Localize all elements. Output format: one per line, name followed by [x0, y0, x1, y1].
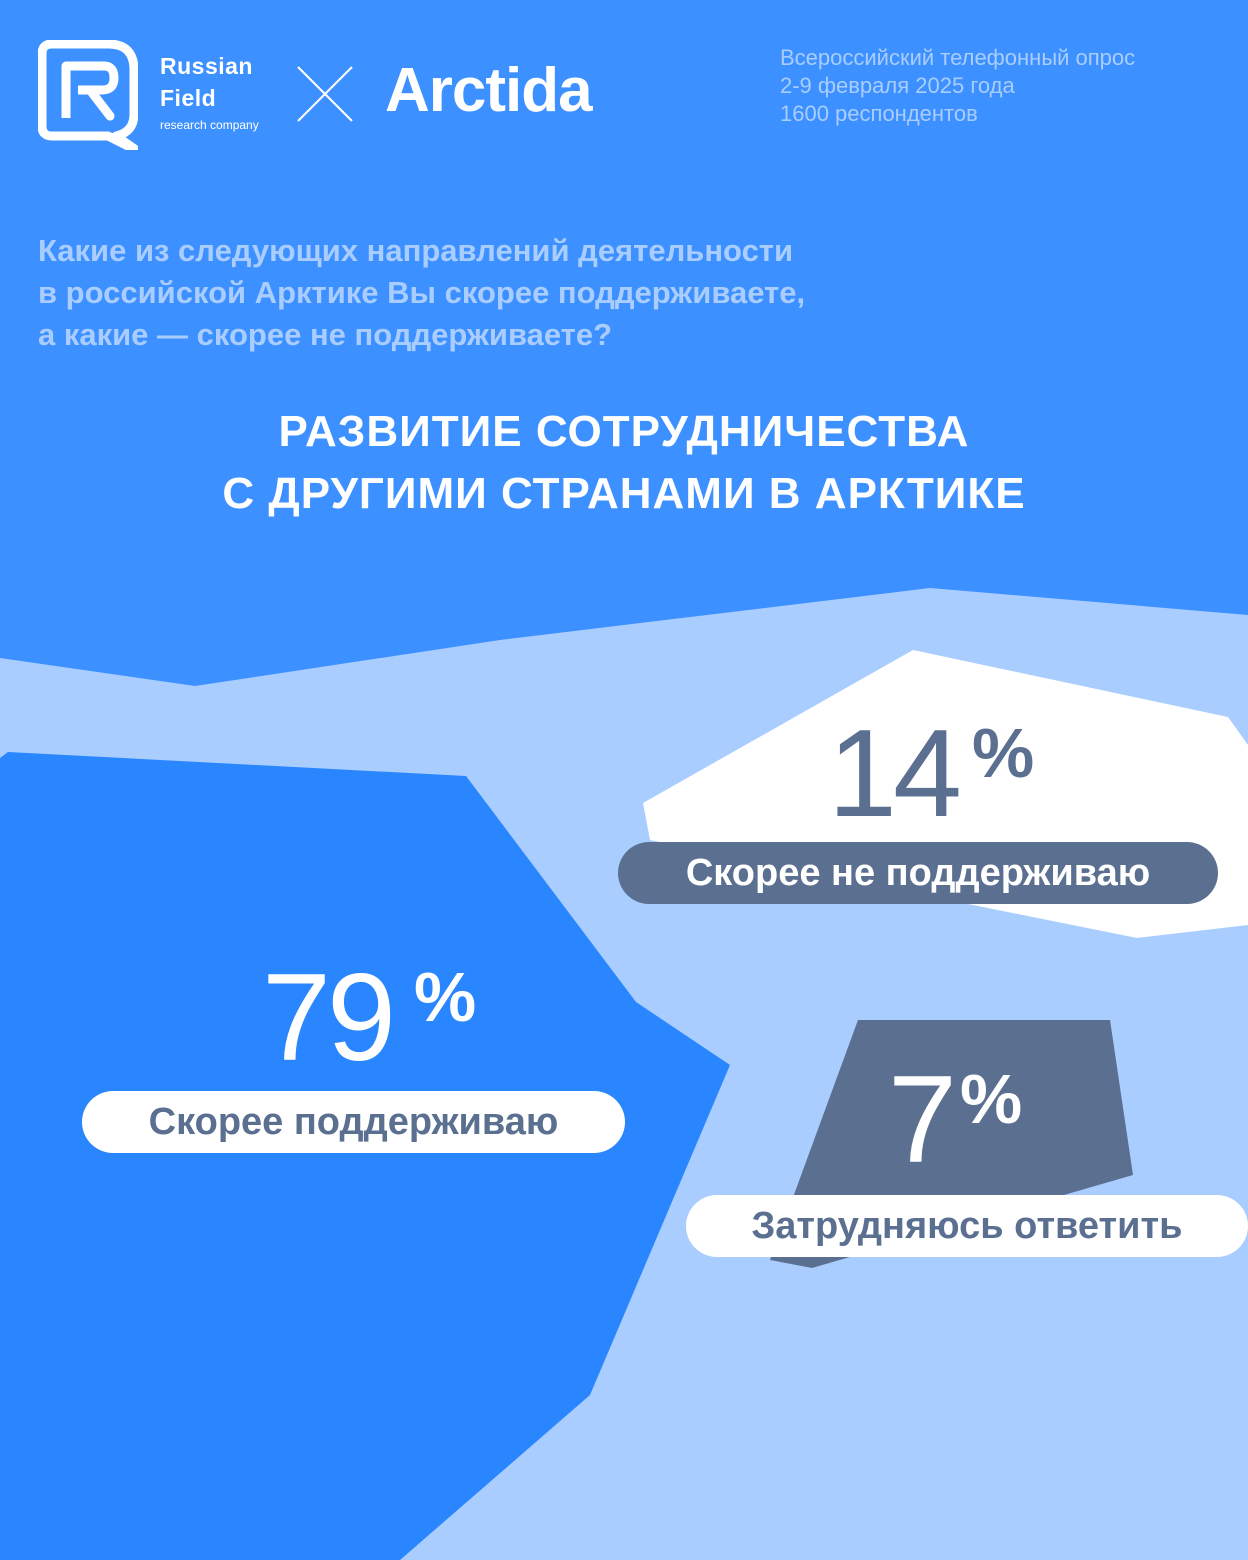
support-shape	[0, 752, 730, 1560]
label-support: Скорее поддерживаю	[82, 1091, 625, 1153]
question-line3: а какие — скорее не поддерживаете?	[38, 317, 613, 352]
chart-title-line2: С ДРУГИМИ СТРАНАМИ В АРКТИКЕ	[222, 469, 1026, 518]
value-hard-to-answer: 7	[888, 1051, 957, 1189]
percent-sign-hard-to-answer: %	[960, 1060, 1023, 1138]
value-not-support: 14	[828, 705, 962, 843]
survey-sample: 1600 респондентов	[780, 101, 978, 126]
rf-logo-icon	[38, 40, 138, 150]
survey-dates: 2-9 февраля 2025 года	[780, 73, 1015, 98]
cross-icon	[297, 66, 353, 122]
brand-subtitle: research company	[160, 118, 259, 132]
percent-sign-support: %	[414, 958, 477, 1036]
brand-name-line2: Field	[160, 85, 217, 111]
percent-sign-not-support: %	[972, 714, 1035, 792]
question-line1: Какие из следующих направлений деятельно…	[38, 233, 794, 268]
question-line2: в российской Арктике Вы скорее поддержив…	[38, 275, 806, 310]
chart-title-line1: РАЗВИТИЕ СОТРУДНИЧЕСТВА	[278, 407, 970, 456]
survey-type: Всероссийский телефонный опрос	[780, 45, 1136, 70]
label-hard-to-answer: Затрудняюсь ответить	[686, 1195, 1248, 1257]
partner-logo: Arctida	[385, 56, 593, 125]
label-not-support: Скорее не поддерживаю	[618, 842, 1218, 904]
brand-name-line1: Russian	[160, 53, 253, 79]
value-support: 79	[262, 949, 396, 1087]
